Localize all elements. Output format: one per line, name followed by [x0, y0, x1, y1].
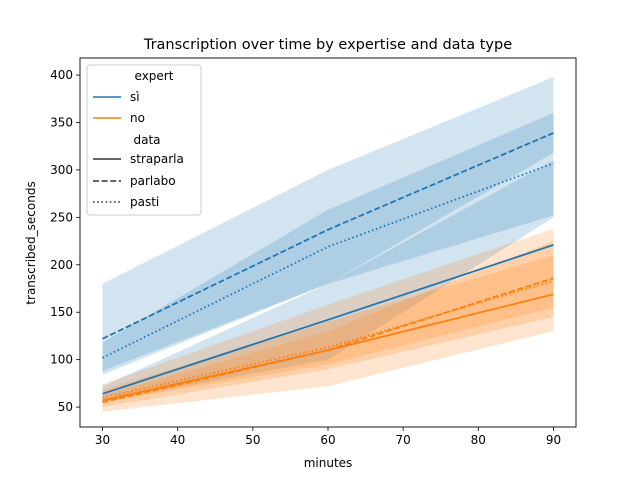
y-axis-label: transcribed_seconds: [24, 181, 38, 304]
x-tick-label-30: 30: [95, 433, 110, 447]
legend-style-title: data: [133, 133, 160, 147]
series-lines: [102, 132, 554, 404]
x-tick-label-60: 60: [320, 433, 335, 447]
band-si-straparla: [102, 160, 554, 402]
legend-label-no: no: [130, 111, 145, 125]
line-no-pasti: [102, 280, 554, 399]
x-tick-label-90: 90: [546, 433, 561, 447]
band-si-parlabo: [102, 77, 554, 375]
band-si-pasti: [102, 113, 554, 371]
confidence-bands: [102, 77, 554, 412]
line-si-parlabo: [102, 132, 554, 340]
x-axis-ticks: 30 40 50 60 70 80 90: [95, 427, 561, 447]
line-si-straparla: [102, 244, 554, 395]
legend: expert sì no data straparla parlabo past…: [86, 64, 202, 216]
y-tick-label-100: 100: [50, 353, 73, 367]
x-tick-label-70: 70: [396, 433, 411, 447]
legend-hue-title: expert: [135, 69, 174, 83]
chart-title: Transcription over time by expertise and…: [143, 37, 512, 53]
y-axis-ticks: 50 100 150 200 250 300 350 400: [50, 68, 80, 414]
y-tick-label-50: 50: [58, 400, 73, 414]
line-no-straparla: [102, 293, 554, 402]
y-tick-label-400: 400: [50, 68, 73, 82]
y-tick-label-250: 250: [50, 210, 73, 224]
y-tick-label-150: 150: [50, 305, 73, 319]
x-axis-label: minutes: [304, 456, 353, 470]
x-tick-label-80: 80: [471, 433, 486, 447]
y-tick-label-350: 350: [50, 116, 73, 130]
x-tick-label-50: 50: [245, 433, 260, 447]
legend-label-si: sì: [130, 90, 140, 104]
y-tick-label-200: 200: [50, 258, 73, 272]
line-no-parlabo: [102, 277, 554, 404]
legend-label-parlabo: parlabo: [130, 174, 176, 188]
legend-label-pasti: pasti: [130, 195, 159, 209]
line-si-pasti: [102, 162, 554, 359]
legend-label-straparla: straparla: [130, 152, 184, 166]
band-no-parlabo: [102, 241, 554, 408]
y-tick-label-300: 300: [50, 163, 73, 177]
x-tick-label-40: 40: [170, 433, 185, 447]
band-no-pasti: [102, 228, 554, 403]
legend-box: [86, 64, 202, 216]
band-no-straparla: [102, 255, 554, 412]
